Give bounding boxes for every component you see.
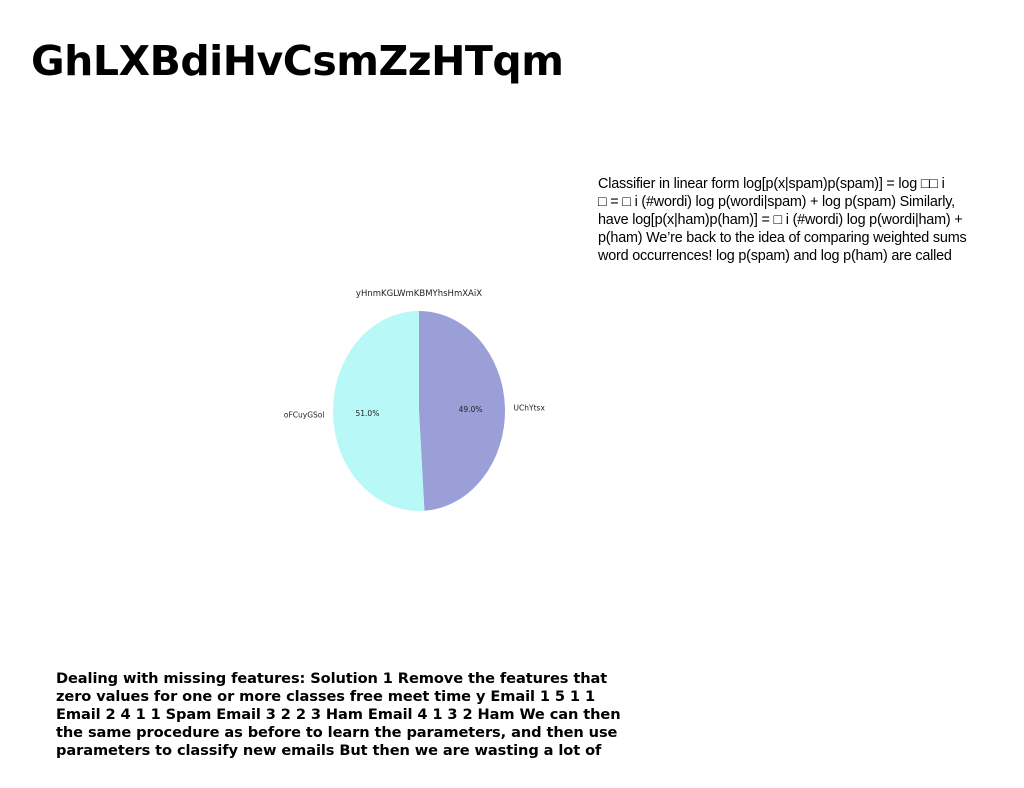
bottom-text-line: zero values for one or more classes free… [56,688,596,705]
pie-chart: yHnmKGLWmKBMYhsHmXAiX 49.0% UChYtsx 51.0% o… [250,280,590,530]
bottom-text-line: the same procedure as before to learn th… [56,724,618,741]
pie-category-label-1: oFCuyGSol [284,410,325,419]
page-title: GhLXBdiHvCsmZzHTqm [31,37,564,85]
bottom-text-line: Dealing with missing features: Solution … [56,670,608,687]
pie-slice-1 [333,311,425,511]
side-text-line: word occurrences! log p(spam) and log p(… [598,248,952,264]
bottom-text-line: Email 2 4 1 1 Spam Email 3 2 2 3 Ham Ema… [56,706,621,723]
bottom-text-line: parameters to classify new emails But th… [56,742,602,759]
pie-slice-0 [419,311,506,511]
pie-category-label-0: UChYtsx [514,404,546,413]
side-text-block: Classifier in linear form log[p(x|spam)p… [598,175,1024,265]
side-text-line: Classifier in linear form log[p(x|spam)p… [598,176,945,192]
side-text-line: □ = □ i (#wordi) log p(wordi|spam) + log… [598,194,955,210]
side-text-line: have log[p(x|ham)p(ham)] = □ i (#wordi) … [598,212,963,228]
pie-chart-svg: yHnmKGLWmKBMYhsHmXAiX 49.0% UChYtsx 51.0% o… [284,289,546,511]
pie-pct-label-0: 49.0% [459,405,483,414]
chart-title: yHnmKGLWmKBMYhsHmXAiX [356,289,482,299]
pie-pct-label-1: 51.0% [356,409,380,418]
side-text-line: p(ham) We’re back to the idea of compari… [598,230,967,246]
bottom-text-block: Dealing with missing features: Solution … [56,670,696,760]
